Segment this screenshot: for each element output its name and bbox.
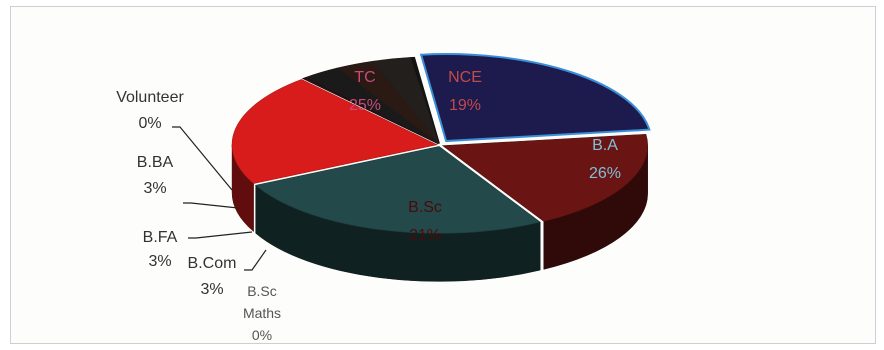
pie-slice-nce xyxy=(441,133,648,222)
slice-value-b-sc: 21% xyxy=(409,227,441,244)
slice-label-b-fa: B.FA xyxy=(143,229,178,246)
slice-label-b-sc-maths-0: B.Sc xyxy=(247,283,277,299)
slice-value-tc: 25% xyxy=(349,97,381,114)
leader-line-b-ba xyxy=(183,202,239,209)
pie-slice-b-sc xyxy=(231,79,438,184)
slice-value-nce: 19% xyxy=(449,97,481,114)
slice-label-tc: TC xyxy=(354,69,375,86)
slice-label-b-ba: B.BA xyxy=(137,154,174,171)
pie-slice-b-com xyxy=(304,67,439,145)
slice-label-volunteer: Volunteer xyxy=(116,89,184,106)
slice-label-b-sc: B.Sc xyxy=(408,199,442,216)
pie-slice-tc xyxy=(419,53,651,143)
pie-slice-b-ba xyxy=(372,57,440,144)
slice-value-b-com: 3% xyxy=(200,281,223,298)
leader-line-b-fa xyxy=(188,231,253,239)
slice-label-nce: NCE xyxy=(448,69,482,86)
slice-value-b-sc-maths: 0% xyxy=(252,327,272,343)
slice-value-b-fa: 3% xyxy=(148,253,171,270)
leader-line-volunteer xyxy=(172,126,233,191)
leader-line-b-com xyxy=(244,249,267,271)
pie-slice-b-a xyxy=(255,146,541,234)
slice-label-b-com: B.Com xyxy=(188,255,237,272)
slice-label-b-a: B.A xyxy=(592,137,618,154)
pie-slice-b-fa xyxy=(336,60,440,144)
slice-value-volunteer: 0% xyxy=(138,115,161,132)
slice-value-b-ba: 3% xyxy=(143,180,166,197)
slice-label-b-sc-maths-1: Maths xyxy=(243,305,281,321)
slice-value-b-a: 26% xyxy=(589,165,621,182)
pie-slice-volunteer xyxy=(410,56,440,144)
